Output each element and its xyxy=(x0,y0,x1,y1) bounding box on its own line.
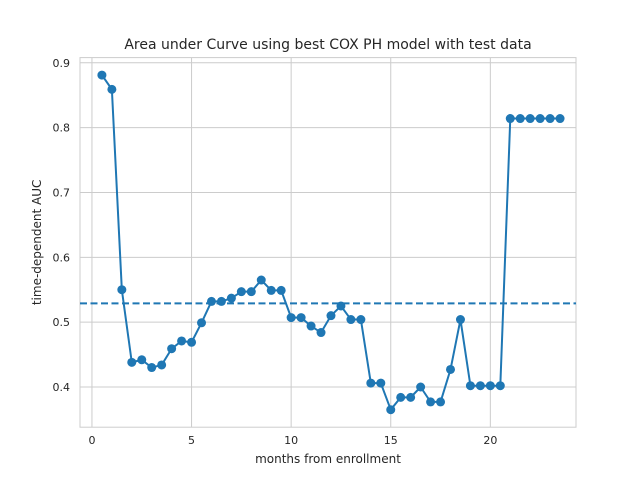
series-group xyxy=(97,70,565,415)
auc-data-point xyxy=(386,405,396,415)
tick-labels: 0 5 10 15 20 0.4 0.5 0.6 0.7 0.8 0.9 xyxy=(53,57,498,447)
auc-data-point xyxy=(366,378,376,388)
auc-data-point xyxy=(316,328,326,338)
y-tick-label: 0.5 xyxy=(53,316,71,329)
auc-data-point xyxy=(137,355,147,365)
y-tick-label: 0.7 xyxy=(53,186,71,199)
y-tick-label: 0.6 xyxy=(53,251,71,264)
auc-data-point xyxy=(127,357,137,367)
auc-data-point xyxy=(436,397,446,407)
auc-data-point xyxy=(426,397,436,407)
auc-data-point xyxy=(555,114,565,124)
auc-data-point xyxy=(157,360,167,370)
auc-data-point xyxy=(465,381,475,391)
y-tick-label: 0.4 xyxy=(53,381,71,394)
x-tick-label: 15 xyxy=(384,434,398,447)
x-tick-label: 10 xyxy=(284,434,298,447)
x-tick-label: 20 xyxy=(483,434,497,447)
auc-data-point xyxy=(326,311,336,321)
auc-data-point xyxy=(286,313,296,323)
auc-data-point xyxy=(535,114,545,124)
auc-data-point xyxy=(475,381,485,391)
auc-data-point xyxy=(107,84,117,94)
auc-data-point xyxy=(256,275,266,285)
x-tick-label: 0 xyxy=(88,434,95,447)
auc-data-point xyxy=(446,364,456,374)
auc-data-point xyxy=(177,336,187,346)
auc-data-point xyxy=(346,315,356,325)
auc-data-point xyxy=(485,381,495,391)
auc-data-point xyxy=(97,70,107,80)
auc-data-point xyxy=(147,363,157,373)
auc-data-point xyxy=(226,293,236,303)
auc-data-point xyxy=(495,381,505,391)
y-axis-label: time-dependent AUC xyxy=(30,180,44,306)
auc-data-point xyxy=(216,296,226,306)
auc-data-point xyxy=(296,313,306,323)
auc-data-point xyxy=(306,321,316,331)
x-axis-label: months from enrollment xyxy=(255,452,401,466)
auc-data-point xyxy=(187,337,197,347)
auc-data-point xyxy=(336,301,346,311)
auc-data-point xyxy=(236,287,246,297)
plot-area-frame xyxy=(79,57,577,428)
auc-data-point xyxy=(376,378,386,388)
auc-data-point xyxy=(266,285,276,295)
auc-data-point xyxy=(276,285,286,295)
auc-data-point xyxy=(167,344,177,354)
auc-data-point xyxy=(406,392,416,402)
auc-data-point xyxy=(545,114,555,124)
auc-data-point xyxy=(515,114,525,124)
auc-data-point xyxy=(525,114,535,124)
auc-data-point xyxy=(206,296,216,306)
chart-title: Area under Curve using best COX PH model… xyxy=(124,37,531,53)
auc-data-point xyxy=(396,392,406,402)
auc-data-point xyxy=(356,315,366,325)
grid xyxy=(80,57,576,428)
auc-data-point xyxy=(455,315,465,325)
auc-data-point xyxy=(416,382,426,392)
x-tick-label: 5 xyxy=(188,434,195,447)
y-tick-label: 0.8 xyxy=(53,122,71,135)
auc-data-point xyxy=(117,285,127,295)
auc-data-point xyxy=(246,287,256,297)
auc-data-point xyxy=(197,318,207,328)
auc-data-point xyxy=(505,114,515,124)
y-tick-label: 0.9 xyxy=(53,57,71,70)
